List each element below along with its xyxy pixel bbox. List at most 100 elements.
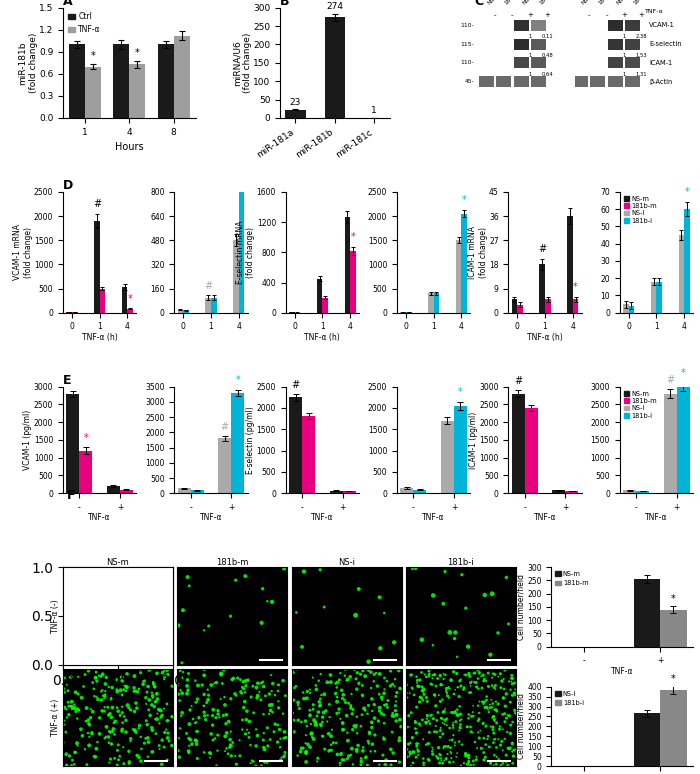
Bar: [350, 251, 356, 313]
Text: *: *: [462, 195, 467, 205]
Point: [499, 707, 510, 720]
Point: [198, 624, 209, 636]
Legend: Ctrl, TNF-α: Ctrl, TNF-α: [66, 12, 102, 35]
Text: #: #: [204, 280, 212, 290]
Point: [488, 667, 499, 680]
Point: [294, 702, 305, 714]
Point: [304, 741, 316, 753]
Point: [184, 704, 195, 716]
Point: [71, 737, 83, 749]
Point: [469, 676, 480, 688]
Point: [70, 686, 81, 698]
Point: [256, 760, 267, 772]
Point: [245, 757, 256, 769]
Point: [355, 668, 366, 680]
Point: [401, 679, 412, 691]
Title: 181b-i: 181b-i: [447, 558, 474, 567]
Point: [265, 704, 276, 717]
Point: [412, 749, 423, 762]
Y-axis label: E-selectin mRNA
(fold change): E-selectin mRNA (fold change): [236, 221, 256, 284]
Point: [156, 709, 167, 721]
Text: A: A: [63, 0, 73, 8]
Point: [220, 717, 232, 730]
Point: [268, 725, 279, 738]
Point: [244, 727, 255, 739]
Point: [62, 711, 73, 724]
Point: [184, 718, 195, 731]
Point: [183, 684, 194, 697]
Point: [258, 741, 270, 753]
Point: [199, 688, 210, 700]
Point: [332, 676, 343, 689]
Point: [494, 721, 505, 733]
Point: [386, 726, 398, 738]
Point: [438, 598, 449, 610]
Point: [323, 728, 335, 740]
Point: [423, 715, 434, 728]
Point: [509, 687, 520, 699]
Point: [117, 700, 128, 713]
Bar: [130, 64, 145, 118]
Point: [495, 739, 506, 752]
Point: [275, 754, 286, 766]
Point: [430, 700, 442, 712]
Point: [236, 687, 247, 700]
Bar: [625, 76, 640, 87]
Bar: [553, 10, 575, 96]
Point: [156, 759, 167, 771]
Point: [508, 757, 519, 769]
Point: [83, 665, 94, 677]
Bar: [517, 305, 523, 313]
Point: [148, 700, 160, 713]
Point: [487, 711, 498, 724]
Point: [154, 717, 165, 730]
X-axis label: Hours: Hours: [115, 142, 144, 152]
Point: [506, 672, 517, 684]
Point: [431, 726, 442, 738]
Point: [445, 741, 456, 754]
Point: [345, 702, 356, 714]
Point: [162, 669, 174, 681]
Point: [87, 706, 98, 718]
Point: [418, 683, 429, 695]
Point: [121, 681, 132, 694]
Point: [490, 683, 501, 696]
Point: [389, 710, 400, 722]
Point: [346, 707, 358, 720]
Point: [148, 676, 159, 689]
Point: [316, 689, 327, 701]
Point: [252, 729, 263, 741]
Point: [337, 717, 348, 729]
Point: [419, 683, 430, 696]
Point: [468, 755, 479, 767]
Point: [510, 707, 522, 719]
Point: [452, 710, 463, 722]
Point: [365, 682, 377, 694]
Bar: [183, 310, 189, 313]
Point: [444, 626, 456, 639]
Point: [421, 713, 433, 725]
Bar: [456, 240, 461, 313]
Point: [248, 755, 259, 768]
Point: [293, 699, 304, 711]
Point: [218, 664, 230, 676]
Point: [118, 683, 130, 696]
Point: [435, 752, 447, 765]
Point: [199, 663, 210, 676]
Point: [112, 686, 123, 698]
Point: [483, 706, 494, 718]
Point: [394, 714, 405, 726]
Point: [157, 734, 168, 746]
Point: [292, 663, 303, 676]
Point: [421, 738, 433, 750]
Point: [326, 724, 337, 736]
Point: [123, 701, 134, 714]
Point: [330, 677, 342, 690]
Point: [246, 691, 257, 704]
Point: [456, 680, 467, 692]
Text: 1.31: 1.31: [636, 72, 648, 77]
Point: [309, 714, 320, 726]
Point: [326, 744, 337, 756]
Point: [372, 680, 383, 692]
Point: [435, 695, 446, 707]
